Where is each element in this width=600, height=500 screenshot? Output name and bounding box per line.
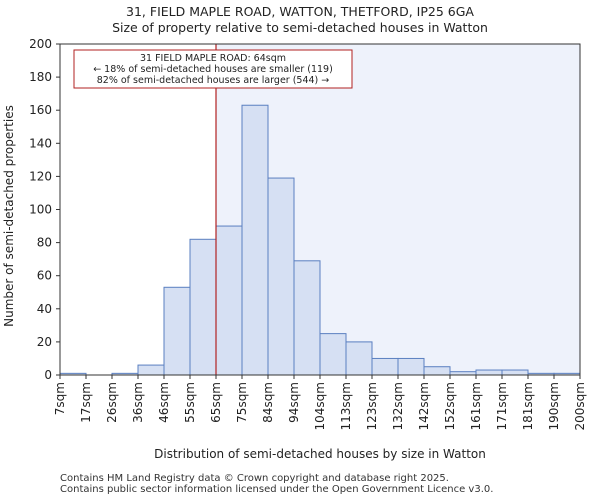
bar-123sqm xyxy=(371,357,399,376)
bar-46sqm xyxy=(163,286,191,376)
annotation-line1: 31 FIELD MAPLE ROAD: 64sqm xyxy=(140,53,286,64)
footer-copyright: Contains HM Land Registry data © Crown c… xyxy=(60,473,449,484)
x-tick-label: 84sqm xyxy=(261,382,275,423)
x-tick-label: 181sqm xyxy=(521,382,535,430)
bar-132sqm xyxy=(397,357,425,376)
x-tick-label: 142sqm xyxy=(417,382,431,430)
x-axis-label: Distribution of semi-detached houses by … xyxy=(154,447,486,461)
bar-65sqm xyxy=(215,225,243,376)
y-tick-label: 140 xyxy=(29,136,52,150)
x-tick-label: 55sqm xyxy=(183,382,197,423)
bar-36sqm xyxy=(137,364,165,376)
y-tick-label: 0 xyxy=(44,368,52,382)
y-axis-label: Number of semi-detached properties xyxy=(2,105,16,327)
annotation-line2: ← 18% of semi-detached houses are smalle… xyxy=(93,64,333,75)
bar-171sqm xyxy=(501,369,529,376)
y-tick-label: 20 xyxy=(37,335,52,349)
bar-161sqm xyxy=(475,369,503,376)
bar-75sqm xyxy=(241,104,269,376)
x-tick-label: 46sqm xyxy=(157,382,171,423)
y-tick-label: 40 xyxy=(37,302,52,316)
y-tick-label: 60 xyxy=(37,269,52,283)
x-tick-label: 104sqm xyxy=(313,382,327,430)
x-tick-label: 123sqm xyxy=(365,382,379,430)
x-tick-label: 7sqm xyxy=(53,382,67,415)
y-tick-label: 200 xyxy=(29,37,52,51)
x-tick-label: 17sqm xyxy=(79,382,93,423)
x-tick-label: 26sqm xyxy=(105,382,119,423)
x-tick-label: 36sqm xyxy=(131,382,145,423)
x-tick-label: 190sqm xyxy=(547,382,561,430)
x-tick-label: 75sqm xyxy=(235,382,249,423)
x-tick-label: 94sqm xyxy=(287,382,301,423)
bar-104sqm xyxy=(319,333,347,376)
x-tick-label: 171sqm xyxy=(495,382,509,430)
y-tick-label: 100 xyxy=(29,203,52,217)
y-tick-label: 80 xyxy=(37,236,52,250)
bar-142sqm xyxy=(423,366,451,376)
bar-94sqm xyxy=(293,260,321,376)
bar-55sqm xyxy=(189,238,217,376)
x-tick-label: 113sqm xyxy=(339,382,353,430)
y-tick-label: 120 xyxy=(29,169,52,183)
x-tick-label: 161sqm xyxy=(469,382,483,430)
x-tick-label: 132sqm xyxy=(391,382,405,430)
x-tick-label: 200sqm xyxy=(573,382,587,430)
chart-title-line1: 31, FIELD MAPLE ROAD, WATTON, THETFORD, … xyxy=(126,4,474,19)
chart-title-line2: Size of property relative to semi-detach… xyxy=(112,20,488,35)
bar-84sqm xyxy=(267,177,295,376)
bar-113sqm xyxy=(345,341,373,376)
x-tick-label: 152sqm xyxy=(443,382,457,430)
y-tick-label: 180 xyxy=(29,70,52,84)
footer-licence: Contains public sector information licen… xyxy=(60,484,494,495)
annotation-line3: 82% of semi-detached houses are larger (… xyxy=(97,75,330,86)
x-tick-label: 65sqm xyxy=(209,382,223,423)
annotation-box: 31 FIELD MAPLE ROAD: 64sqm ← 18% of semi… xyxy=(73,49,353,89)
y-tick-label: 160 xyxy=(29,103,52,117)
